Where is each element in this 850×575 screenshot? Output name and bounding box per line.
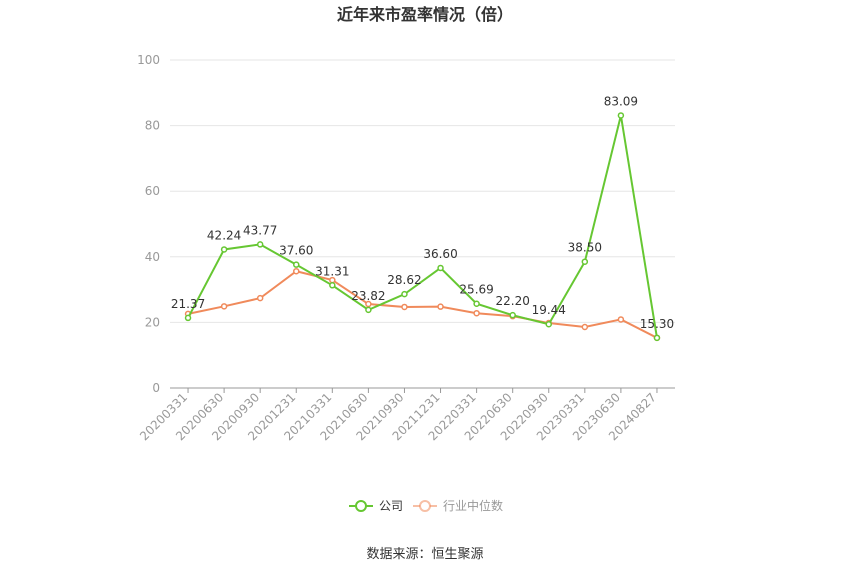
legend[interactable]: 公司 行业中位数	[349, 498, 503, 513]
data-point[interactable]	[401, 303, 408, 311]
data-point[interactable]	[220, 246, 228, 253]
data-label: 15.30	[640, 317, 674, 331]
data-label: 22.20	[495, 294, 529, 308]
source-note: 数据来源：恒生聚源	[366, 547, 483, 562]
data-point[interactable]	[293, 267, 300, 275]
data-point[interactable]	[617, 316, 625, 323]
y-tick-label: 0	[152, 381, 160, 395]
legend-swatch-marker	[419, 500, 431, 512]
data-point[interactable]	[293, 261, 300, 268]
y-axis-ticks: 0 20 40 60 80 100	[137, 53, 160, 395]
data-point[interactable]	[220, 303, 228, 310]
data-point[interactable]	[365, 306, 372, 314]
data-point[interactable]	[473, 309, 480, 317]
chart-title: 近年来市盈率情况（倍）	[337, 5, 513, 24]
legend-swatch-marker	[355, 500, 367, 512]
data-point[interactable]	[401, 290, 408, 298]
data-label: 23.82	[351, 289, 385, 303]
data-point[interactable]	[581, 258, 589, 265]
data-label: 37.60	[279, 244, 313, 258]
data-point[interactable]	[545, 320, 552, 328]
data-point[interactable]	[329, 276, 336, 284]
data-point[interactable]	[365, 300, 372, 308]
data-label: 36.60	[423, 247, 457, 261]
data-label: 31.31	[315, 264, 349, 278]
data-label: 21.37	[171, 297, 205, 311]
data-label: 19.44	[532, 303, 566, 317]
data-point[interactable]	[473, 300, 480, 307]
data-point[interactable]	[329, 282, 336, 289]
data-label: 38.50	[568, 241, 602, 255]
data-point[interactable]	[184, 314, 192, 322]
data-point[interactable]	[509, 311, 516, 319]
y-tick-label: 60	[145, 184, 160, 198]
legend-label: 行业中位数	[443, 498, 503, 513]
data-point[interactable]	[617, 112, 625, 119]
data-labels: 21.37 42.24 43.7737.6031.3123.8228.6236.60…	[171, 94, 674, 330]
y-tick-label: 40	[145, 250, 160, 264]
data-point[interactable]	[437, 303, 444, 310]
data-label: 28.62	[387, 273, 421, 287]
x-axis-ticks: 2020033120200630202009302020123120210331…	[137, 388, 659, 443]
data-point[interactable]	[653, 334, 661, 342]
data-label: 42.24	[207, 228, 241, 242]
y-tick-label: 80	[145, 119, 160, 133]
legend-item-1[interactable]: 行业中位数	[413, 498, 503, 513]
legend-item-0[interactable]: 公司	[349, 499, 403, 513]
series-group	[184, 112, 661, 342]
grid	[170, 59, 675, 323]
data-point[interactable]	[437, 264, 444, 272]
data-label: 43.77	[243, 223, 277, 237]
series-line-0	[187, 115, 658, 338]
y-tick-label: 100	[137, 53, 160, 67]
data-label: 83.09	[604, 94, 638, 108]
y-tick-label: 20	[145, 315, 160, 329]
data-label: 25.69	[459, 283, 493, 297]
data-point[interactable]	[256, 294, 264, 302]
legend-label: 公司	[379, 499, 403, 513]
series-line-1	[187, 270, 658, 339]
data-point[interactable]	[256, 241, 264, 248]
data-point[interactable]	[581, 323, 589, 331]
